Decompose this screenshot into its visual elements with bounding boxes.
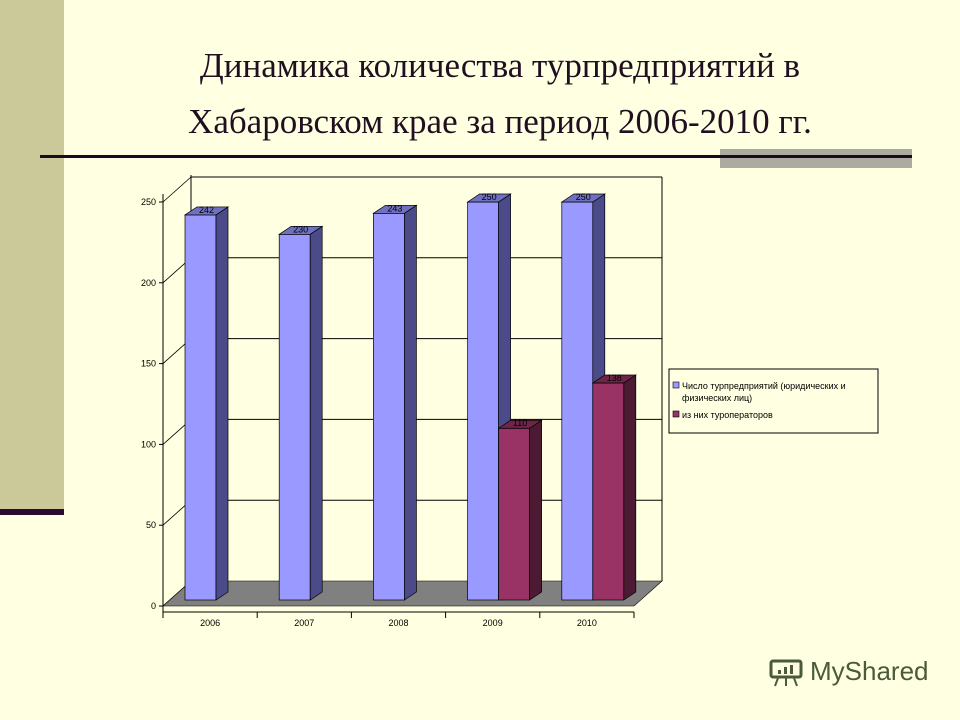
svg-text:100: 100 xyxy=(141,439,156,449)
title-rule xyxy=(40,155,912,158)
svg-text:250: 250 xyxy=(482,192,497,202)
legend-swatch-operators xyxy=(672,410,680,418)
svg-text:250: 250 xyxy=(576,192,591,202)
svg-text:2009: 2009 xyxy=(483,618,503,628)
side-decor-band xyxy=(0,0,64,510)
legend-swatch-total xyxy=(672,381,680,389)
legend-label-total-1: Число турпредприятий (юридических и xyxy=(682,381,846,391)
title-line-2: Хабаровском крае за период 2006-2010 гг. xyxy=(188,102,812,141)
svg-text:250: 250 xyxy=(141,197,156,207)
watermark-text: MyShared xyxy=(810,656,929,686)
chart-bars: 242 230 243 250 110 250 138 xyxy=(183,192,637,601)
svg-text:200: 200 xyxy=(141,278,156,288)
svg-text:2006: 2006 xyxy=(200,618,220,628)
svg-text:138: 138 xyxy=(607,373,622,383)
svg-text:242: 242 xyxy=(199,205,214,215)
svg-text:2007: 2007 xyxy=(294,618,314,628)
slide-title: Динамика количества турпредприятий в Хаб… xyxy=(120,38,880,150)
svg-text:2008: 2008 xyxy=(388,618,408,628)
svg-text:230: 230 xyxy=(293,224,308,234)
svg-text:150: 150 xyxy=(141,359,156,369)
title-decor-bar xyxy=(720,149,912,168)
svg-text:2010: 2010 xyxy=(577,618,597,628)
legend-label-total-2: физических лиц) xyxy=(682,393,752,403)
title-line-1: Динамика количества турпредприятий в xyxy=(199,46,801,85)
svg-text:0: 0 xyxy=(151,601,156,611)
chart-axes: 0 50 100 150 200 250 2006 2007 2008 2009 2010 xyxy=(141,194,635,628)
presentation-board-icon xyxy=(769,659,803,686)
side-decor-rule xyxy=(0,509,64,515)
svg-text:243: 243 xyxy=(387,203,402,213)
chart-legend: Число турпредприятий (юридических и физи… xyxy=(668,368,879,434)
svg-text:110: 110 xyxy=(513,418,527,428)
watermark-logo: MyShared xyxy=(768,656,929,687)
svg-text:50: 50 xyxy=(146,520,156,530)
legend-label-operators: из них туроператоров xyxy=(682,410,773,420)
